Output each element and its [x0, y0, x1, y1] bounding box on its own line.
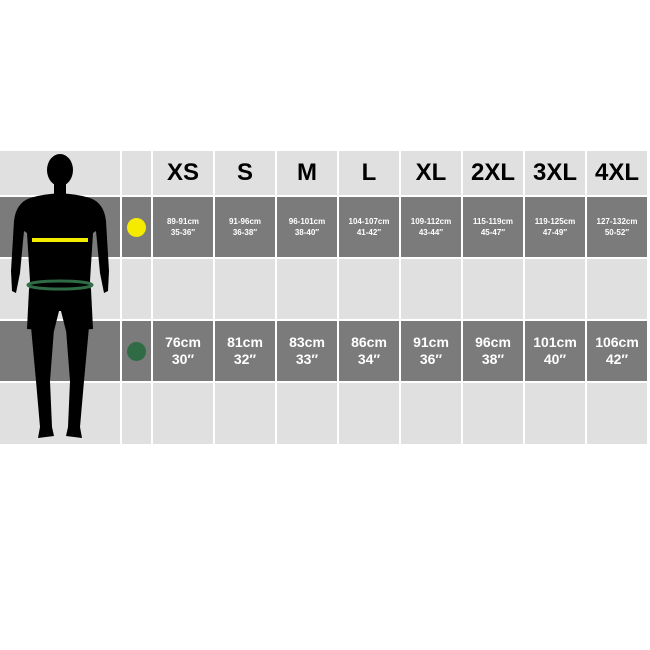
- empty-cell: [339, 259, 399, 319]
- empty-cell: [401, 259, 461, 319]
- waist-cell: 86cm 34″: [339, 321, 399, 381]
- cell-text: 89-91cm: [166, 217, 200, 226]
- waist-cell: 91cm 36″: [401, 321, 461, 381]
- waist-marker-icon: [127, 341, 146, 361]
- waist-cell: 81cm 32″: [215, 321, 275, 381]
- chest-cell: 119-125cm 47-49″: [525, 197, 585, 257]
- cell-text: 127-132cm: [596, 217, 638, 226]
- cell-text: L: [361, 159, 377, 186]
- cell-text: 35-36″: [170, 228, 196, 237]
- empty-cell: [153, 259, 213, 319]
- size-header: 2XL: [463, 151, 523, 195]
- cell-text: 3XL: [532, 159, 577, 186]
- empty-cell: [587, 383, 647, 444]
- empty-cell: [525, 259, 585, 319]
- size-header: S: [215, 151, 275, 195]
- cell-text: 40″: [543, 351, 567, 367]
- empty-cell: [277, 259, 337, 319]
- cell-text: 91-96cm: [228, 217, 262, 226]
- chest-cell: 104-107cm 41-42″: [339, 197, 399, 257]
- cell-text: 96cm: [475, 334, 511, 350]
- cell-text: M: [297, 159, 317, 186]
- cell-text: 76cm: [165, 334, 201, 350]
- cell-text: XS: [166, 159, 199, 186]
- empty-cell: [463, 383, 523, 444]
- size-header: XS: [153, 151, 213, 195]
- cell-text: 96-101cm: [288, 217, 326, 226]
- chest-cell: 89-91cm 35-36″: [153, 197, 213, 257]
- figure-cell: [0, 383, 120, 444]
- chest-cell: 127-132cm 50-52″: [587, 197, 647, 257]
- cell-text: 115-119cm: [472, 217, 514, 226]
- size-header: XL: [401, 151, 461, 195]
- size-header: L: [339, 151, 399, 195]
- figure-cell: [0, 321, 120, 381]
- chest-cell: 91-96cm 36-38″: [215, 197, 275, 257]
- size-header: 3XL: [525, 151, 585, 195]
- cell-text: 109-112cm: [410, 217, 452, 226]
- cell-text: 4XL: [594, 159, 639, 186]
- chest-marker-icon: [127, 217, 146, 237]
- waist-cell: 101cm 40″: [525, 321, 585, 381]
- cell-text: 33″: [295, 351, 319, 367]
- cell-text: 119-125cm: [534, 217, 576, 226]
- marker-cell: [122, 383, 151, 444]
- cell-text: 104-107cm: [348, 217, 390, 226]
- cell-text: 42″: [605, 351, 629, 367]
- cell-text: XL: [415, 159, 447, 186]
- empty-cell: [401, 383, 461, 444]
- cell-text: 101cm: [533, 334, 577, 350]
- cell-text: 2XL: [470, 159, 515, 186]
- empty-cell: [587, 259, 647, 319]
- size-header: M: [277, 151, 337, 195]
- cell-text: 81cm: [227, 334, 263, 350]
- cell-text: 50-52″: [604, 228, 630, 237]
- chest-cell: 115-119cm 45-47″: [463, 197, 523, 257]
- cell-text: 41-42″: [356, 228, 382, 237]
- waist-cell: 106cm 42″: [587, 321, 647, 381]
- cell-text: 45-47″: [480, 228, 506, 237]
- cell-text: 34″: [357, 351, 381, 367]
- marker-cell: [122, 197, 151, 257]
- cell-text: 36-38″: [232, 228, 258, 237]
- body-silhouette-icon: [11, 154, 109, 438]
- chest-measure-line: [32, 238, 88, 242]
- size-header: 4XL: [587, 151, 647, 195]
- marker-cell: [122, 151, 151, 195]
- cell-text: S: [236, 159, 253, 186]
- marker-cell: [122, 321, 151, 381]
- cell-text: 38-40″: [294, 228, 320, 237]
- cell-text: 47-49″: [542, 228, 568, 237]
- cell-text: 32″: [233, 351, 257, 367]
- empty-cell: [215, 383, 275, 444]
- empty-cell: [463, 259, 523, 319]
- cell-text: 86cm: [351, 334, 387, 350]
- waist-cell: 96cm 38″: [463, 321, 523, 381]
- chest-cell: 109-112cm 43-44″: [401, 197, 461, 257]
- waist-measure-line: [26, 279, 94, 291]
- marker-cell: [122, 259, 151, 319]
- empty-cell: [215, 259, 275, 319]
- cell-text: 38″: [481, 351, 505, 367]
- cell-text: 43-44″: [418, 228, 444, 237]
- cell-text: 36″: [419, 351, 443, 367]
- waist-cell: 83cm 33″: [277, 321, 337, 381]
- empty-cell: [277, 383, 337, 444]
- cell-text: 30″: [171, 351, 195, 367]
- size-chart-table: XS S M L XL 2XL 3XL 4XL 89-91cm 35-36″ 91-96cm 36-3…: [0, 151, 650, 444]
- cell-text: 83cm: [289, 334, 325, 350]
- empty-cell: [339, 383, 399, 444]
- empty-cell: [525, 383, 585, 444]
- empty-cell: [153, 383, 213, 444]
- chest-cell: 96-101cm 38-40″: [277, 197, 337, 257]
- waist-cell: 76cm 30″: [153, 321, 213, 381]
- cell-text: 106cm: [595, 334, 639, 350]
- cell-text: 91cm: [413, 334, 449, 350]
